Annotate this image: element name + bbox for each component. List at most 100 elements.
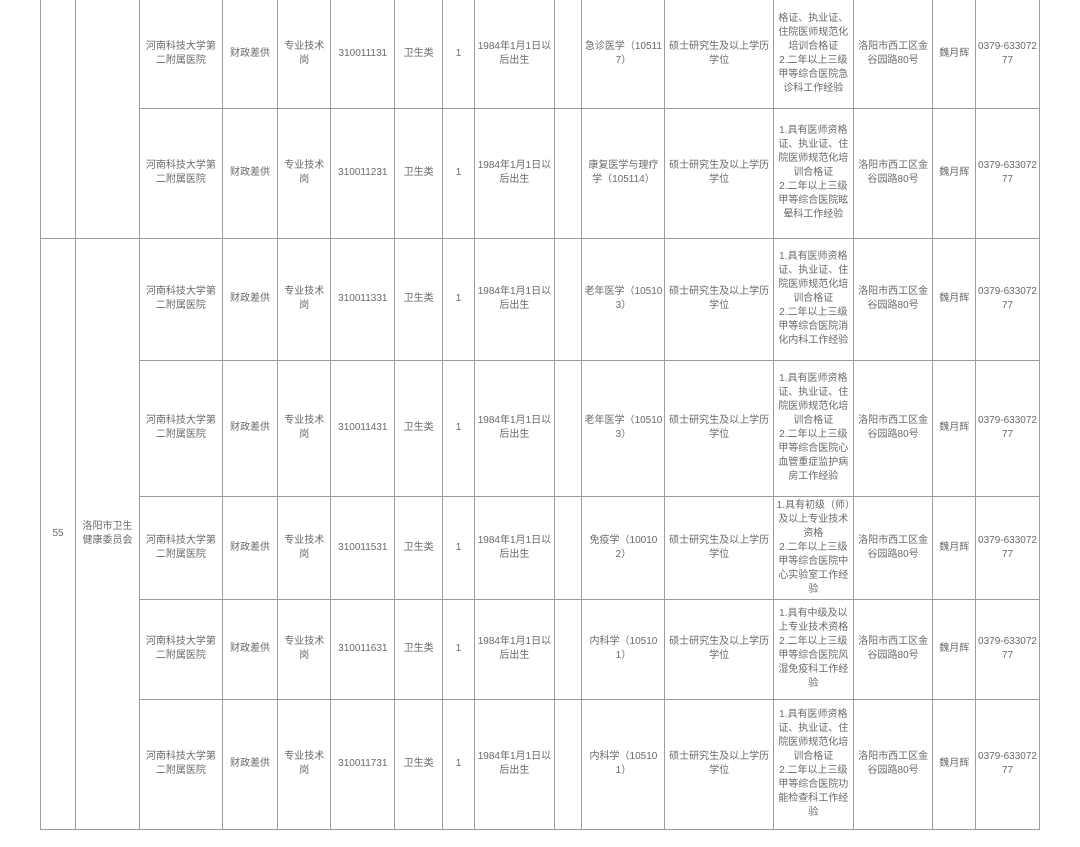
- unit-cell: 河南科技大学第二附属医院: [139, 108, 222, 238]
- degree-cell: 硕士研究生及以上学历学位: [665, 699, 774, 829]
- post-cell: 专业技术岗: [278, 699, 331, 829]
- blank-cell: [554, 0, 582, 108]
- count-cell: 1: [443, 699, 475, 829]
- post-cell: 专业技术岗: [278, 496, 331, 599]
- table-row: 河南科技大学第二附属医院财政差供专业技术岗310011431卫生类11984年1…: [41, 360, 1040, 496]
- addr-cell: 洛阳市西工区金谷园路80号: [853, 360, 933, 496]
- degree-cell: 硕士研究生及以上学历学位: [665, 108, 774, 238]
- contact-cell: 魏月辉: [933, 238, 976, 360]
- count-cell: 1: [443, 108, 475, 238]
- code-cell: 310011131: [331, 0, 395, 108]
- phone-cell: 0379-63307277: [976, 360, 1040, 496]
- contact-cell: 魏月辉: [933, 108, 976, 238]
- req-cell: 1.具有医师资格证、执业证、住院医师规范化培训合格证 2.二年以上三级甲等综合医…: [773, 699, 853, 829]
- recruitment-table: 河南科技大学第二附属医院财政差供专业技术岗310011131卫生类11984年1…: [40, 0, 1040, 830]
- count-cell: 1: [443, 496, 475, 599]
- category-cell: 卫生类: [395, 0, 443, 108]
- degree-cell: 硕士研究生及以上学历学位: [665, 0, 774, 108]
- phone-cell: 0379-63307277: [976, 238, 1040, 360]
- degree-cell: 硕士研究生及以上学历学位: [665, 238, 774, 360]
- code-cell: 310011631: [331, 599, 395, 699]
- category-cell: 卫生类: [395, 699, 443, 829]
- req-cell: 1.具有医师资格证、执业证、住院医师规范化培训合格证 2.二年以上三级甲等综合医…: [773, 238, 853, 360]
- code-cell: 310011431: [331, 360, 395, 496]
- supply-cell: 财政差供: [222, 599, 277, 699]
- unit-cell: 河南科技大学第二附属医院: [139, 360, 222, 496]
- addr-cell: 洛阳市西工区金谷园路80号: [853, 496, 933, 599]
- supply-cell: 财政差供: [222, 360, 277, 496]
- code-cell: 310011731: [331, 699, 395, 829]
- addr-cell: 洛阳市西工区金谷园路80号: [853, 238, 933, 360]
- unit-cell: 河南科技大学第二附属医院: [139, 238, 222, 360]
- table-row: 河南科技大学第二附属医院财政差供专业技术岗310011231卫生类11984年1…: [41, 108, 1040, 238]
- blank-cell: [554, 360, 582, 496]
- addr-cell: 洛阳市西工区金谷园路80号: [853, 699, 933, 829]
- birth-cell: 1984年1月1日以后出生: [475, 108, 555, 238]
- dept-cell: 洛阳市卫生健康委员会: [76, 238, 140, 829]
- phone-cell: 0379-63307277: [976, 699, 1040, 829]
- birth-cell: 1984年1月1日以后出生: [475, 360, 555, 496]
- post-cell: 专业技术岗: [278, 0, 331, 108]
- blank-cell: [554, 599, 582, 699]
- unit-cell: 河南科技大学第二附属医院: [139, 0, 222, 108]
- req-cell: 1.具有医师资格证、执业证、住院医师规范化培训合格证 2.二年以上三级甲等综合医…: [773, 360, 853, 496]
- phone-cell: 0379-63307277: [976, 599, 1040, 699]
- count-cell: 1: [443, 238, 475, 360]
- contact-cell: 魏月辉: [933, 496, 976, 599]
- supply-cell: 财政差供: [222, 496, 277, 599]
- req-cell: 1.具有中级及以上专业技术资格 2.二年以上三级甲等综合医院风湿免疫科工作经验: [773, 599, 853, 699]
- addr-cell: 洛阳市西工区金谷园路80号: [853, 108, 933, 238]
- contact-cell: 魏月辉: [933, 0, 976, 108]
- count-cell: 1: [443, 360, 475, 496]
- table-row: 河南科技大学第二附属医院财政差供专业技术岗310011531卫生类11984年1…: [41, 496, 1040, 599]
- major-cell: 老年医学（105103）: [582, 360, 665, 496]
- degree-cell: 硕士研究生及以上学历学位: [665, 360, 774, 496]
- category-cell: 卫生类: [395, 360, 443, 496]
- unit-cell: 河南科技大学第二附属医院: [139, 699, 222, 829]
- addr-cell: 洛阳市西工区金谷园路80号: [853, 0, 933, 108]
- post-cell: 专业技术岗: [278, 238, 331, 360]
- code-cell: 310011531: [331, 496, 395, 599]
- phone-cell: 0379-63307277: [976, 108, 1040, 238]
- post-cell: 专业技术岗: [278, 599, 331, 699]
- req-cell: 格证、执业证、住院医师规范化培训合格证 2.二年以上三级甲等综合医院急诊科工作经…: [773, 0, 853, 108]
- seq-cell: [41, 0, 76, 238]
- blank-cell: [554, 496, 582, 599]
- table-row: 河南科技大学第二附属医院财政差供专业技术岗310011631卫生类11984年1…: [41, 599, 1040, 699]
- table-row: 河南科技大学第二附属医院财政差供专业技术岗310011131卫生类11984年1…: [41, 0, 1040, 108]
- contact-cell: 魏月辉: [933, 699, 976, 829]
- degree-cell: 硕士研究生及以上学历学位: [665, 496, 774, 599]
- table-row: 河南科技大学第二附属医院财政差供专业技术岗310011731卫生类11984年1…: [41, 699, 1040, 829]
- birth-cell: 1984年1月1日以后出生: [475, 496, 555, 599]
- post-cell: 专业技术岗: [278, 360, 331, 496]
- blank-cell: [554, 108, 582, 238]
- major-cell: 康复医学与理疗学（105114）: [582, 108, 665, 238]
- major-cell: 内科学（105101）: [582, 699, 665, 829]
- contact-cell: 魏月辉: [933, 360, 976, 496]
- blank-cell: [554, 238, 582, 360]
- req-cell: 1.具有初级（师）及以上专业技术资格 2.二年以上三级甲等综合医院中心实验室工作…: [773, 496, 853, 599]
- phone-cell: 0379-63307277: [976, 0, 1040, 108]
- code-cell: 310011331: [331, 238, 395, 360]
- req-cell: 1.具有医师资格证、执业证、住院医师规范化培训合格证 2.二年以上三级甲等综合医…: [773, 108, 853, 238]
- unit-cell: 河南科技大学第二附属医院: [139, 599, 222, 699]
- count-cell: 1: [443, 0, 475, 108]
- category-cell: 卫生类: [395, 496, 443, 599]
- blank-cell: [554, 699, 582, 829]
- birth-cell: 1984年1月1日以后出生: [475, 599, 555, 699]
- birth-cell: 1984年1月1日以后出生: [475, 238, 555, 360]
- addr-cell: 洛阳市西工区金谷园路80号: [853, 599, 933, 699]
- post-cell: 专业技术岗: [278, 108, 331, 238]
- major-cell: 老年医学（105103）: [582, 238, 665, 360]
- contact-cell: 魏月辉: [933, 599, 976, 699]
- category-cell: 卫生类: [395, 108, 443, 238]
- major-cell: 免疫学（100102）: [582, 496, 665, 599]
- code-cell: 310011231: [331, 108, 395, 238]
- dept-cell: [76, 0, 140, 238]
- unit-cell: 河南科技大学第二附属医院: [139, 496, 222, 599]
- table-row: 55洛阳市卫生健康委员会河南科技大学第二附属医院财政差供专业技术岗3100113…: [41, 238, 1040, 360]
- birth-cell: 1984年1月1日以后出生: [475, 699, 555, 829]
- phone-cell: 0379-63307277: [976, 496, 1040, 599]
- seq-cell: 55: [41, 238, 76, 829]
- supply-cell: 财政差供: [222, 699, 277, 829]
